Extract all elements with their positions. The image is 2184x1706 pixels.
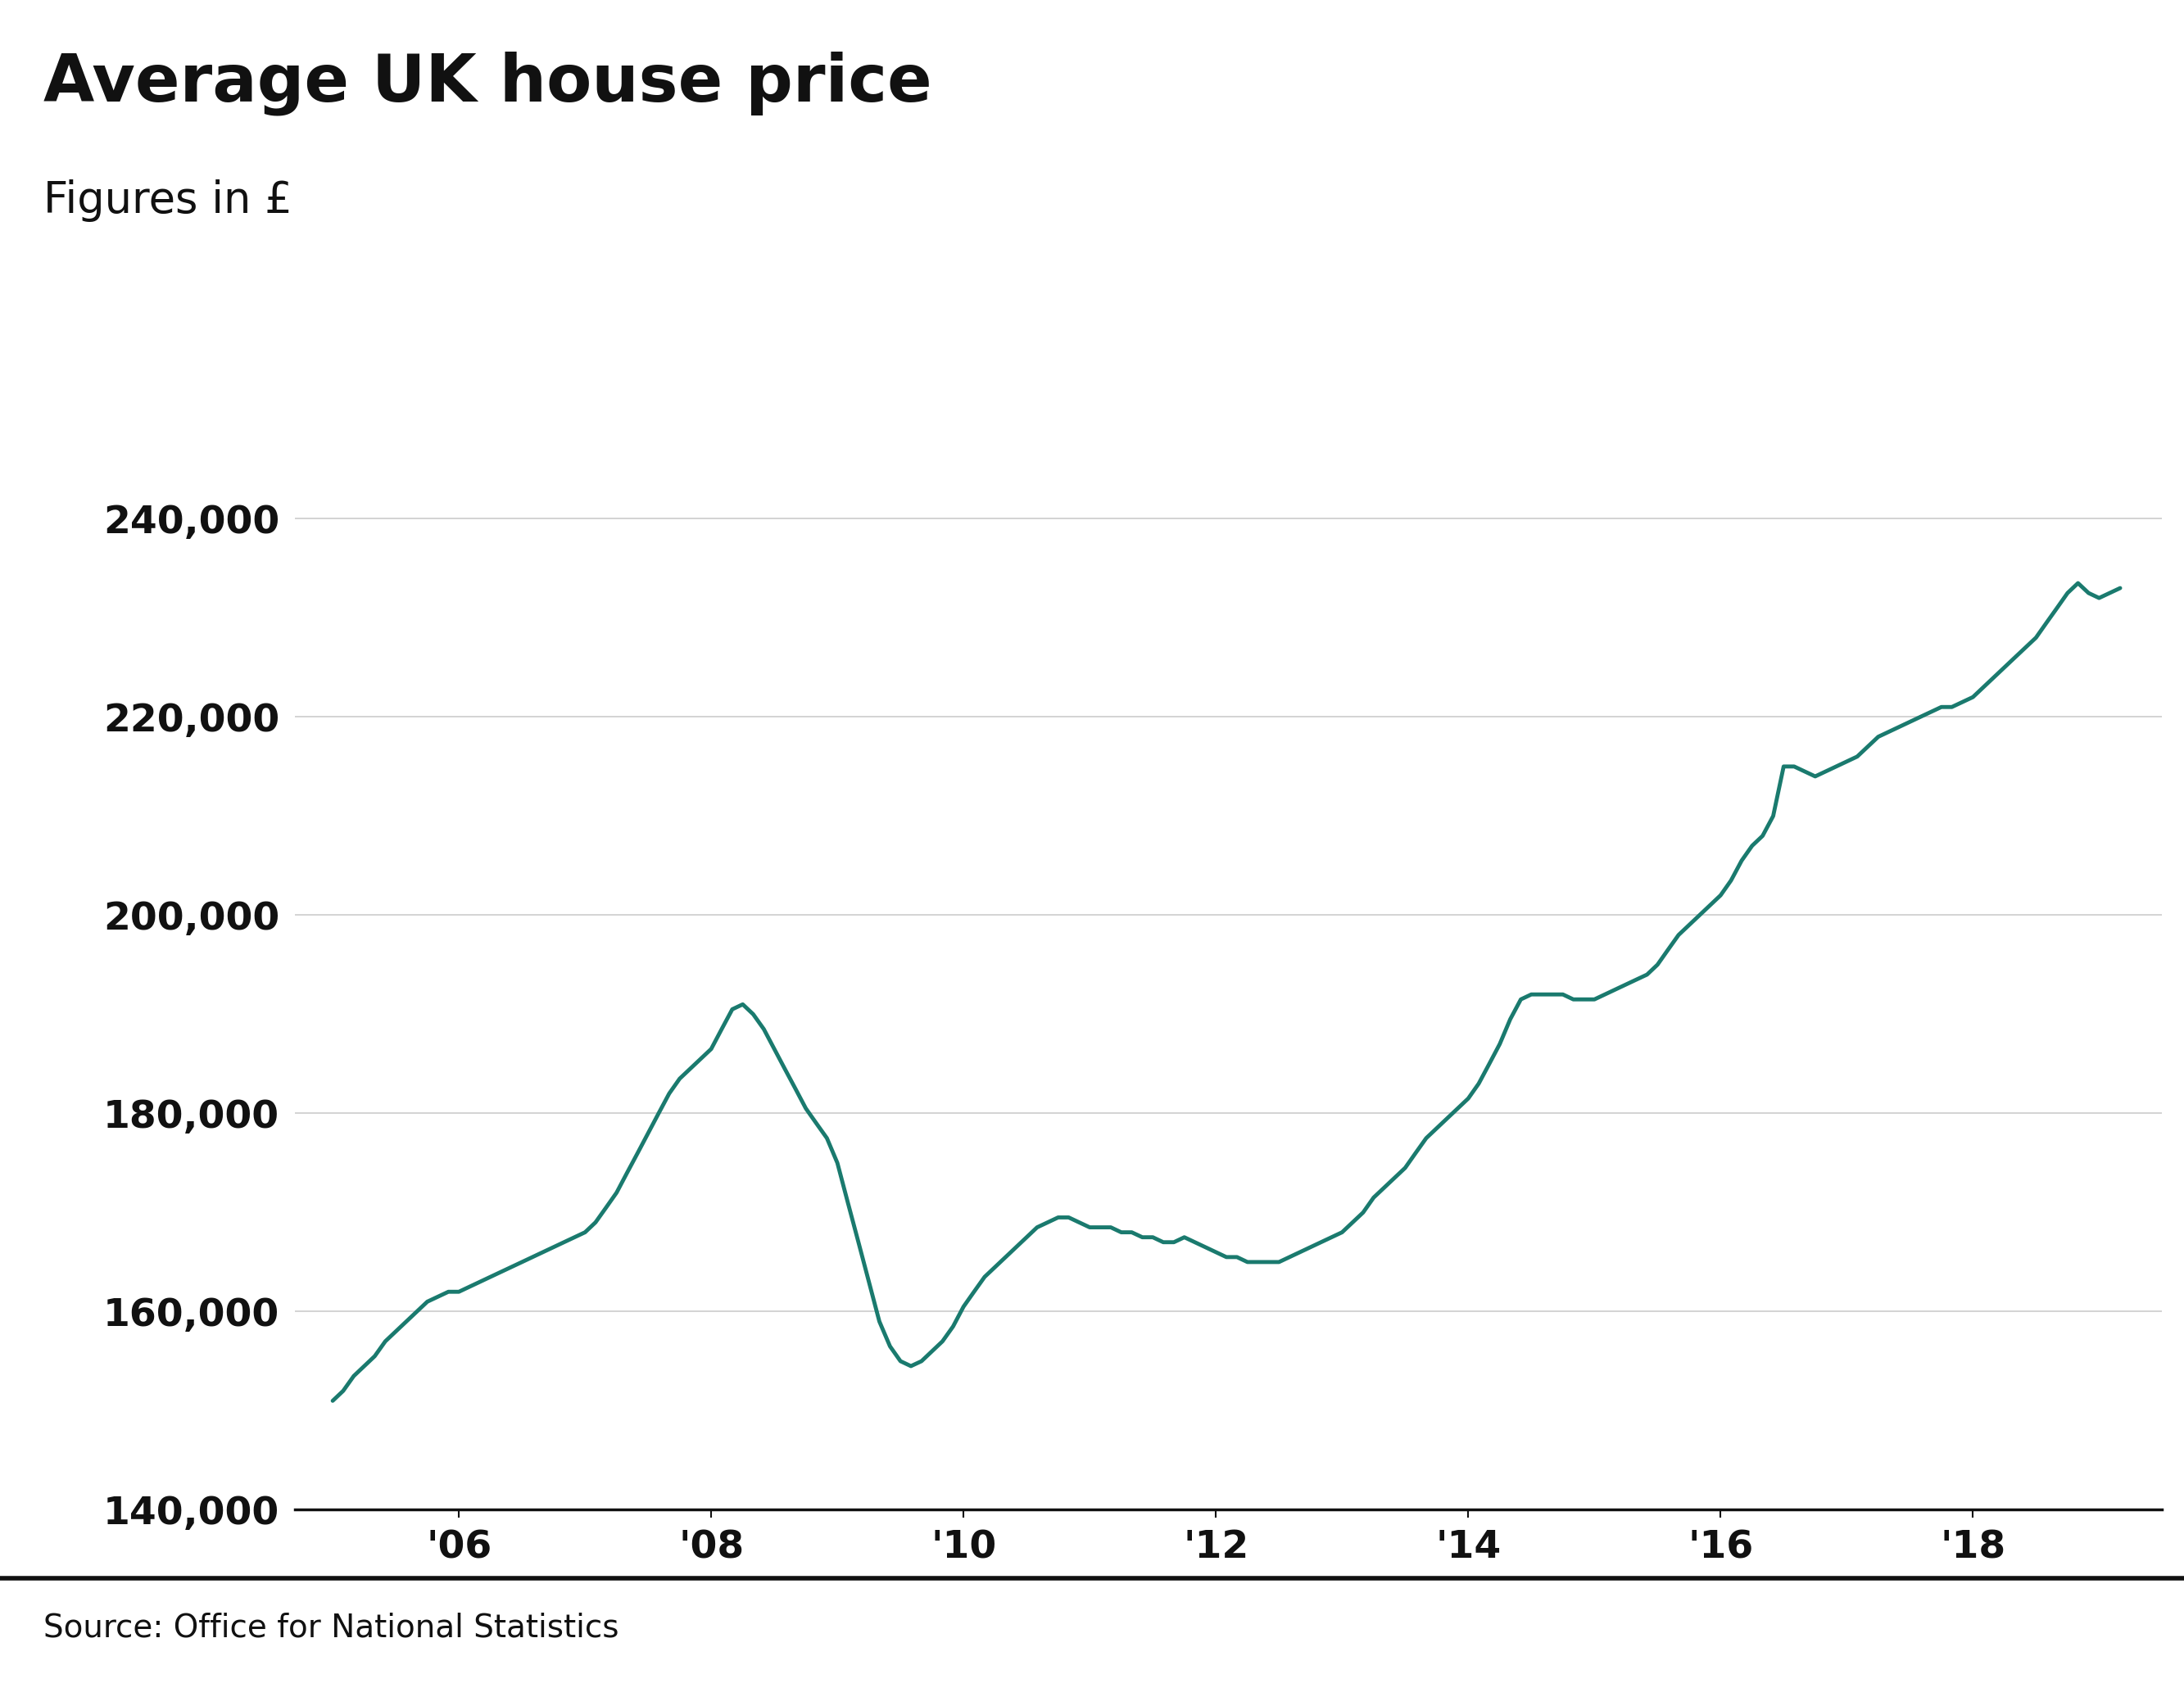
- Text: Average UK house price: Average UK house price: [44, 51, 933, 116]
- Text: Figures in £: Figures in £: [44, 179, 293, 222]
- Text: Source: Office for National Statistics: Source: Office for National Statistics: [44, 1612, 620, 1643]
- Text: C: C: [2132, 1629, 2153, 1657]
- Text: B: B: [1948, 1629, 1970, 1657]
- Text: B: B: [2040, 1629, 2062, 1657]
